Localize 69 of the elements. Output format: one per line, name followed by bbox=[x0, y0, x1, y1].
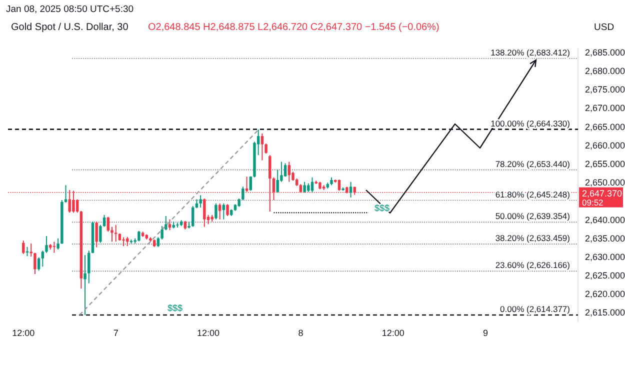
y-tick-label: 2,660.000 bbox=[585, 140, 625, 150]
candlestick bbox=[310, 176, 314, 194]
y-tick-label: 2,675.000 bbox=[585, 84, 625, 95]
candlestick bbox=[242, 186, 244, 201]
candlestick bbox=[45, 236, 48, 254]
ref-line-label: 38.20% (2,633.459) bbox=[495, 233, 570, 244]
y-tick-label: 2,670.000 bbox=[585, 103, 625, 114]
y-tick-label: 2,630.000 bbox=[585, 252, 625, 262]
candlestick bbox=[37, 256, 40, 272]
text: 09:52 bbox=[582, 197, 604, 208]
candlestick bbox=[288, 161, 290, 182]
candlestick bbox=[41, 250, 44, 268]
candlestick bbox=[34, 252, 36, 275]
text: Jan 08, 2025 08:50 UTC+5:30 bbox=[6, 4, 134, 15]
candlestick bbox=[76, 198, 79, 214]
candlestick bbox=[168, 218, 172, 231]
chart-subtitle: O2,648.845 H2,648.875 L2,646.720 C2,647.370 −1.545 (−0.06%) bbox=[148, 22, 440, 33]
y-tick-label: 2,640.000 bbox=[585, 214, 625, 225]
candlestick bbox=[106, 216, 110, 232]
ref-line-label: 61.80% (2,645.248) bbox=[495, 189, 570, 200]
annotation: $$$ bbox=[167, 303, 183, 313]
candlestick bbox=[226, 204, 229, 217]
y-tick-label: 2,635.000 bbox=[585, 233, 625, 244]
candlestick bbox=[30, 243, 32, 258]
candlestick bbox=[138, 230, 140, 242]
x-tick-label: 12:00 bbox=[12, 328, 35, 338]
candlestick bbox=[349, 181, 352, 198]
candlestick bbox=[214, 202, 218, 220]
y-tick-label: 2,625.000 bbox=[585, 270, 625, 281]
ref-line-label: 2,647.370 bbox=[582, 188, 622, 198]
ref-line-label: 23.60% (2,626.166) bbox=[495, 260, 570, 270]
candlestick bbox=[264, 143, 268, 154]
candlestick bbox=[160, 226, 164, 240]
candlestick bbox=[52, 241, 56, 254]
candlestick bbox=[199, 194, 202, 208]
ref-line-label: 138.20% (2,683.412) bbox=[490, 47, 570, 58]
candlestick bbox=[164, 216, 168, 231]
candlestick bbox=[192, 206, 194, 228]
x-tick-label: 9 bbox=[483, 328, 488, 338]
ref-line-label: 0.00% (2,614.377) bbox=[500, 304, 570, 314]
candlestick bbox=[56, 238, 60, 250]
candlestick bbox=[260, 133, 264, 161]
candlestick bbox=[95, 221, 98, 248]
candlestick bbox=[276, 169, 279, 194]
candlestick bbox=[203, 198, 206, 228]
candlestick bbox=[218, 202, 222, 220]
x-tick-label: 7 bbox=[113, 328, 118, 338]
candlestick bbox=[249, 176, 252, 192]
candlestick bbox=[84, 254, 86, 316]
y-tick-label: 2,680.000 bbox=[585, 66, 625, 76]
candlestick bbox=[88, 250, 90, 284]
candlestick bbox=[303, 181, 306, 194]
chart-title: Gold Spot / U.S. Dollar, 30 bbox=[11, 22, 129, 33]
y-tick-label: 2,620.000 bbox=[585, 289, 625, 300]
y-tick-label: 2,685.000 bbox=[585, 47, 625, 58]
y-tick-label: 2,615.000 bbox=[585, 308, 625, 318]
ref-line-label: 78.20% (2,653.440) bbox=[495, 158, 570, 169]
candlestick bbox=[102, 214, 106, 228]
y-tick-label: 2,665.000 bbox=[585, 122, 625, 132]
ref-line-label: 50.00% (2,639.354) bbox=[495, 211, 570, 222]
candlestick bbox=[284, 162, 287, 178]
x-tick-label: 8 bbox=[298, 328, 304, 338]
candlestick bbox=[22, 240, 25, 254]
candlestick bbox=[99, 224, 102, 244]
x-tick-label: 12:00 bbox=[197, 328, 220, 338]
y-tick-label: 2,655.000 bbox=[585, 158, 625, 169]
y-tick-label: 2,650.000 bbox=[585, 178, 625, 188]
text: USD bbox=[594, 22, 614, 33]
x-tick-label: 12:00 bbox=[382, 328, 404, 338]
